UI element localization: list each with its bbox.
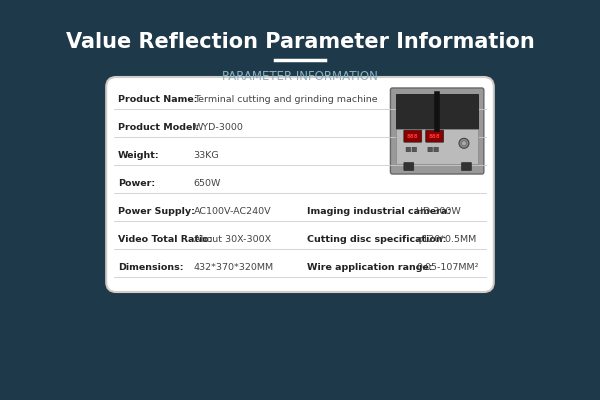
Text: 888: 888 [407,134,419,139]
Text: Cutting disc specification:: Cutting disc specification: [307,234,446,244]
FancyBboxPatch shape [391,88,484,174]
Circle shape [461,141,466,146]
Text: 33KG: 33KG [194,150,219,160]
FancyBboxPatch shape [406,147,410,152]
FancyBboxPatch shape [412,147,416,152]
Text: PARAMETER INFORMATION: PARAMETER INFORMATION [222,70,378,84]
Text: Imaging industrial camera:: Imaging industrial camera: [307,206,451,216]
Polygon shape [397,94,478,129]
Text: Value Reflection Parameter Information: Value Reflection Parameter Information [65,32,535,52]
Text: Product Model:: Product Model: [118,122,200,132]
Text: Power Supply:: Power Supply: [118,206,195,216]
Text: About 30X-300X: About 30X-300X [194,234,271,244]
Text: Video Total Ratio:: Video Total Ratio: [118,234,212,244]
Text: Power:: Power: [118,178,155,188]
FancyBboxPatch shape [106,77,494,292]
Text: HD 300W: HD 300W [416,206,461,216]
Text: 650W: 650W [194,178,221,188]
Text: 888: 888 [429,134,440,139]
FancyBboxPatch shape [404,162,414,170]
Text: Wire application range:: Wire application range: [307,262,433,272]
FancyBboxPatch shape [404,130,422,142]
Text: Dimensions:: Dimensions: [118,262,184,272]
Text: 432*370*320MM: 432*370*320MM [194,262,274,272]
Text: AC100V-AC240V: AC100V-AC240V [194,206,271,216]
Text: Product Name:: Product Name: [118,94,197,104]
Text: Weight:: Weight: [118,150,160,160]
Text: φ120*0.5MM: φ120*0.5MM [416,234,476,244]
Text: WYD-3000: WYD-3000 [194,122,244,132]
FancyBboxPatch shape [428,147,433,152]
Circle shape [459,138,469,148]
Text: Terminal cutting and grinding machine: Terminal cutting and grinding machine [194,94,377,104]
Text: 0.05-107MM²: 0.05-107MM² [416,262,479,272]
FancyBboxPatch shape [434,147,439,152]
FancyBboxPatch shape [461,162,472,170]
FancyBboxPatch shape [426,130,443,142]
Polygon shape [397,129,478,164]
